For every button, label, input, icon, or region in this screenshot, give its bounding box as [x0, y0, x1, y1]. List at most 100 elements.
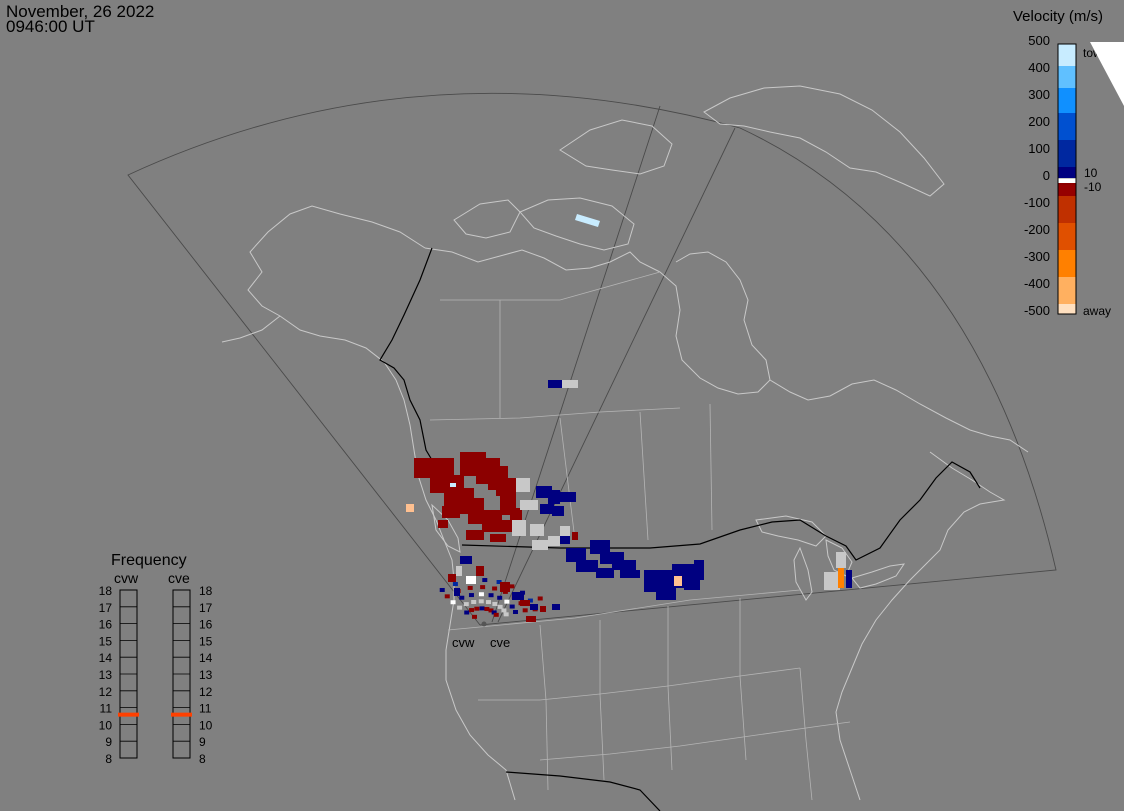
frequency-label: 10 [199, 718, 213, 732]
frequency-label: 13 [99, 668, 113, 682]
scatter-cell [509, 604, 515, 609]
colorbar-segment [1058, 196, 1076, 223]
scatter-cell [522, 608, 528, 613]
scatter-cell [838, 568, 844, 588]
scatter-cell [496, 579, 502, 584]
colorbar-segment [1058, 44, 1076, 66]
scatter-cell [575, 214, 600, 227]
scatter-cell [596, 568, 614, 578]
scatter-cell [454, 588, 460, 596]
colorbar-segment [1058, 223, 1076, 250]
colorbar-frame [1057, 43, 1077, 315]
radar-site-marker [481, 621, 487, 627]
national-borders [379, 247, 981, 811]
frequency-radar-cvw: cvw [114, 570, 139, 586]
velocity-tick-label: -100 [1024, 195, 1050, 210]
scatter-cell [482, 520, 512, 532]
velocity-scale-title: Velocity (m/s) [1013, 8, 1103, 25]
scatter-cell [656, 580, 676, 600]
scatter-cell [442, 506, 460, 518]
fov-outline [127, 92, 1057, 626]
scatter-cell [537, 596, 543, 601]
scatter-cell [478, 599, 484, 604]
us-mexico-border [505, 771, 661, 811]
scatter-cell [448, 574, 456, 582]
scatter-cell [540, 606, 546, 612]
scatter-cell [406, 504, 414, 512]
canada-province-line [639, 411, 649, 541]
frequency-label: 16 [199, 618, 213, 632]
canada-province-line [709, 403, 713, 531]
scatter-cell [476, 566, 484, 576]
alaska-canada-border [379, 247, 439, 471]
scatter-cell [548, 380, 562, 388]
frequency-label: 10 [99, 718, 113, 732]
scatter-cell [474, 606, 480, 611]
us-state-line [447, 589, 801, 631]
frequency-label: 13 [199, 668, 213, 682]
lake-michigan [793, 546, 813, 601]
frequency-indicator-cve [171, 712, 192, 717]
velocity-scale: Velocity (m/s) 500 400 300 200 100 0 -100 -200 -… [1013, 8, 1119, 318]
scatter-cell [460, 556, 472, 564]
labrador-coast [769, 379, 1029, 453]
velocity-tick-label: 100 [1028, 141, 1050, 156]
scatter-cell [509, 584, 515, 589]
colorbar-segment [1058, 88, 1076, 113]
colorbar-segment [1058, 185, 1076, 196]
canada-province-line [429, 407, 681, 421]
scatter-cell [674, 576, 682, 586]
scatter-cell [560, 492, 576, 502]
frequency-label: 17 [99, 601, 113, 615]
scatter-cell [497, 595, 503, 600]
scatter-cell [493, 612, 499, 617]
scatter-cell [590, 540, 610, 554]
scatter-cell [510, 508, 522, 522]
velocity-tick-label: 0 [1043, 168, 1050, 183]
scatter-cell [452, 582, 458, 587]
alaska-peninsula [221, 315, 281, 343]
radar-scatter [406, 214, 852, 622]
frequency-indicator-cvw [118, 712, 139, 717]
scatter-cell [438, 520, 448, 528]
scatter-cell [552, 604, 560, 610]
scatter-cell [456, 566, 462, 576]
frequency-title: Frequency [111, 552, 187, 569]
us-state-line [478, 667, 801, 701]
frequency-label: 14 [199, 651, 213, 665]
scatter-cell [497, 604, 503, 609]
scatter-cell [512, 609, 518, 614]
frequency-label: 8 [199, 752, 206, 766]
scatter-cell [439, 587, 445, 592]
scatter-cell [512, 592, 524, 600]
arctic-islands [519, 197, 635, 251]
time-label: 0946:00 UT [6, 17, 95, 36]
scatter-cell [824, 572, 840, 590]
site-label-cvw: cvw [452, 635, 475, 650]
scatter-cell [478, 592, 484, 597]
scatter-cell [520, 600, 530, 606]
frequency-label: 12 [199, 685, 213, 699]
baffin-island [703, 85, 945, 197]
us-state-line [667, 606, 673, 771]
arctic-islands-north [559, 119, 673, 175]
scatter-cell [469, 608, 475, 613]
velocity-colorbar [1057, 43, 1077, 315]
us-state-line [739, 598, 747, 761]
frequency-label: 15 [99, 634, 113, 648]
scatter-cell [501, 608, 507, 613]
scatter-cell [471, 599, 477, 604]
scatter-cell [480, 585, 486, 590]
arctic-coast [424, 247, 661, 273]
velocity-label-plus10: 10 [1084, 166, 1098, 180]
scatter-cell [503, 612, 509, 617]
scatter-cell [492, 601, 498, 606]
scatter-cell [464, 610, 470, 615]
scatter-cell [496, 478, 516, 496]
colorbar-segment [1058, 277, 1076, 304]
scatter-cell [566, 548, 586, 562]
scatter-cell [520, 500, 538, 510]
scatter-cell [530, 524, 544, 536]
frequency-label: 11 [100, 702, 113, 716]
